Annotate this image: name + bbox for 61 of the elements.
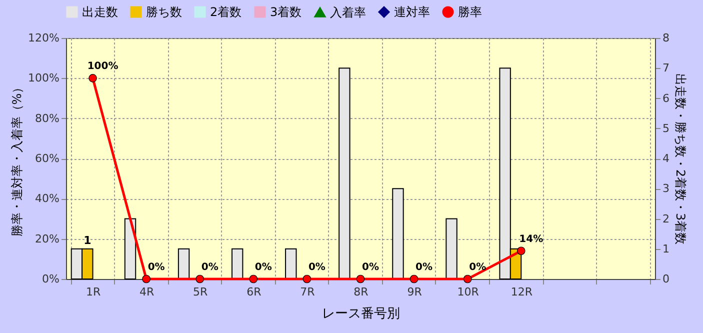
bar [392, 188, 404, 280]
y2-tick-label: 3 [662, 182, 670, 196]
x-axis-title: レース番号別 [322, 306, 400, 322]
y-tick-label: 120% [28, 32, 60, 44]
x-tick-label: 7R [300, 286, 316, 298]
point [196, 274, 204, 284]
point [88, 74, 97, 82]
y2-tick-label: 4 [662, 152, 670, 165]
x-tick-label: 5R [193, 286, 208, 298]
data-label: 0% [469, 262, 486, 273]
data-label: 14% [519, 234, 544, 245]
y2-tick-label: 1 [662, 242, 670, 256]
y2-axis-title: 出走数・勝ち数・2着数・3着数 [674, 73, 688, 245]
y-tick-label: 80% [35, 112, 60, 125]
x-tick-label: 9R [407, 286, 422, 298]
point [302, 274, 312, 284]
y-tick-label: 0% [42, 272, 60, 286]
point [249, 274, 258, 284]
legend-label: 3着数 [270, 5, 302, 19]
legend-label: 出走数 [82, 5, 118, 19]
data-label: 0% [416, 262, 433, 273]
point [410, 274, 418, 284]
x-tick-label: 10R [457, 286, 480, 298]
legend-label: 勝ち数 [146, 5, 182, 19]
y2-tick-label: 7 [662, 62, 670, 75]
y-tick-label: 100% [28, 72, 60, 85]
data-label: 0% [308, 262, 326, 273]
y2-tick-label: 8 [662, 32, 670, 44]
data-label: 1 [84, 234, 92, 247]
x-tick-label: 8R [354, 286, 369, 298]
y2-tick-label: 5 [662, 122, 670, 135]
data-label: 0% [362, 262, 379, 273]
x-tick-label: 12R [510, 286, 533, 298]
y2-tick-label: 2 [662, 212, 670, 226]
point [142, 274, 150, 284]
bar [231, 248, 244, 280]
legend-label: 勝率 [458, 5, 482, 19]
data-label: 0% [201, 262, 218, 273]
x-tick-label: 4R [139, 286, 154, 298]
data-label: 100% [87, 61, 118, 72]
y-tick-label: 40% [35, 192, 60, 206]
x-tick-label: 1R [86, 286, 101, 298]
legend-label: 入着率 [330, 5, 366, 20]
bar [285, 248, 297, 280]
y2-tick-label: 6 [662, 92, 670, 105]
data-label: 0% [148, 262, 165, 273]
legend-label: 2着数 [210, 5, 242, 19]
point [356, 274, 365, 284]
bar [338, 68, 350, 280]
x-tick-label: 6R [246, 286, 262, 298]
data-label: 0% [254, 262, 272, 273]
y-tick-label: 20% [35, 232, 60, 246]
point [463, 274, 472, 284]
y-axis-title: 勝率・連対率・入着率（%） [10, 81, 24, 237]
legend-label: 連対率 [394, 5, 430, 19]
y2-tick-label: 0 [662, 272, 670, 286]
bar [446, 218, 458, 280]
point [516, 246, 526, 256]
bar [178, 248, 190, 280]
y-tick-label: 60% [35, 152, 60, 165]
bar [124, 218, 136, 280]
